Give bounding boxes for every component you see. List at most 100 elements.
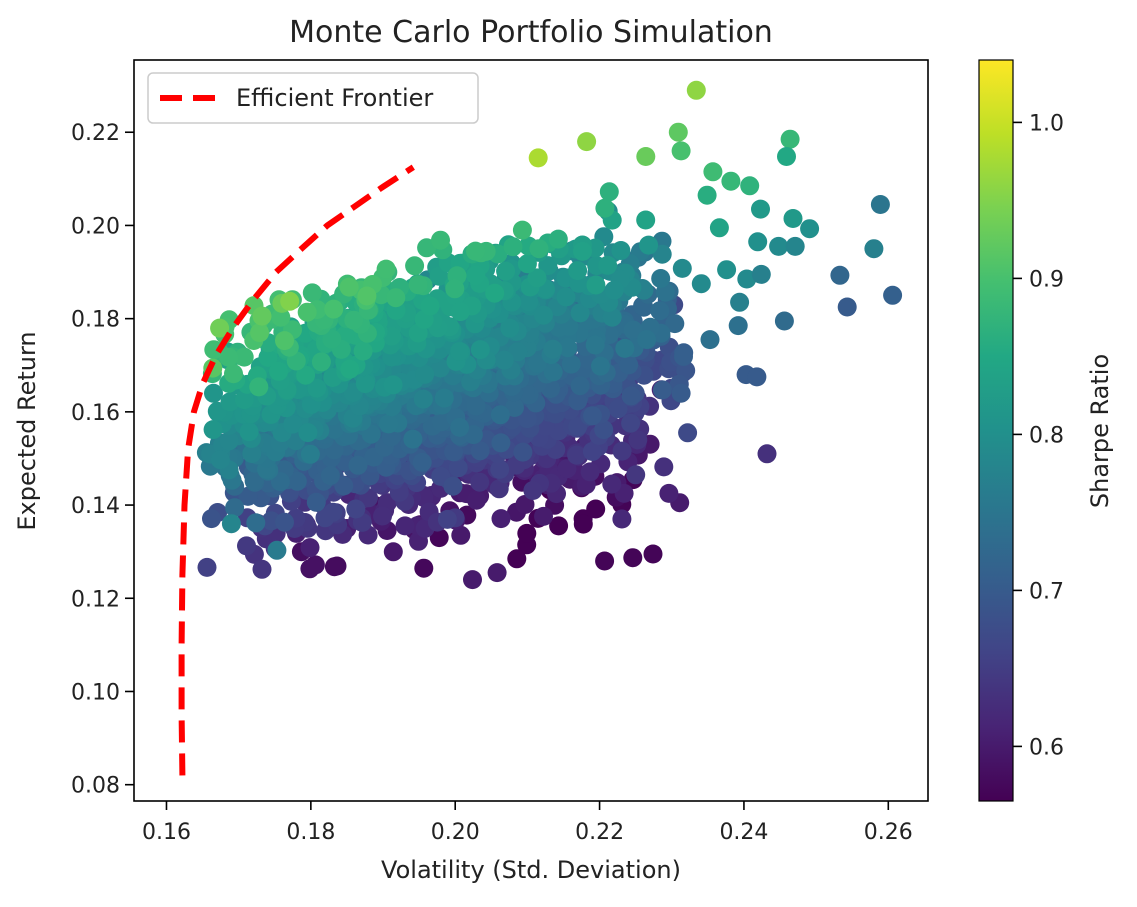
scatter-point xyxy=(444,442,464,462)
scatter-point xyxy=(353,341,373,361)
scatter-point xyxy=(237,536,256,556)
scatter-point xyxy=(467,490,486,510)
scatter-point xyxy=(568,261,588,281)
scatter-point xyxy=(202,509,221,529)
scatter-point xyxy=(238,486,258,506)
scatter-point xyxy=(376,259,396,279)
scatter-point xyxy=(583,406,602,426)
scatter-point xyxy=(751,199,770,219)
scatter-point xyxy=(595,551,615,571)
scatter-point xyxy=(671,383,691,403)
scatter-point xyxy=(324,299,344,319)
scatter-point xyxy=(864,239,884,259)
scatter-point xyxy=(586,275,606,295)
scatter-point xyxy=(517,409,537,429)
scatter-point xyxy=(529,239,549,259)
scatter-point xyxy=(570,376,590,396)
scatter-point xyxy=(386,288,406,308)
scatter-point xyxy=(691,274,711,294)
scatter-point xyxy=(275,512,294,532)
scatter-point xyxy=(652,380,672,400)
scatter-point xyxy=(197,557,217,577)
scatter-point xyxy=(487,563,507,583)
scatter-point xyxy=(300,538,320,558)
y-tick-label: 0.08 xyxy=(71,774,120,799)
scatter-point xyxy=(777,147,796,166)
scatter-point xyxy=(414,558,434,578)
scatter-point xyxy=(517,254,537,274)
scatter-point xyxy=(275,331,294,351)
scatter-point xyxy=(561,354,581,374)
scatter-point xyxy=(543,362,563,382)
scatter-point xyxy=(271,307,291,327)
scatter-point xyxy=(373,506,392,526)
scatter-point xyxy=(306,492,326,512)
scatter-point xyxy=(557,459,577,479)
scatter-point xyxy=(528,148,548,168)
scatter-point xyxy=(800,219,820,239)
scatter-point xyxy=(602,474,622,494)
scatter-point xyxy=(339,277,359,297)
scatter-point xyxy=(567,445,587,465)
scatter-point xyxy=(534,305,553,325)
scatter-point xyxy=(283,414,303,434)
y-tick-label: 0.14 xyxy=(71,494,120,519)
scatter-point xyxy=(355,374,375,394)
scatter-point xyxy=(599,182,619,202)
scatter-point xyxy=(466,241,485,261)
plot-frame xyxy=(133,59,929,802)
scatter-point xyxy=(383,542,403,562)
scatter-point xyxy=(623,320,643,340)
scatter-point xyxy=(298,423,318,443)
scatter-point xyxy=(300,444,320,464)
scatter-point xyxy=(491,433,511,453)
scatter-point xyxy=(500,318,520,338)
scatter-point xyxy=(204,383,223,403)
scatter-point xyxy=(417,238,437,258)
legend: Efficient Frontier xyxy=(147,72,479,124)
scatter-point xyxy=(491,509,511,529)
scatter-point xyxy=(505,398,524,417)
scatter-point xyxy=(573,241,592,261)
scatter-point xyxy=(700,330,720,350)
scatter-point xyxy=(769,236,789,256)
scatter-point xyxy=(348,455,368,475)
scatter-point xyxy=(650,301,670,321)
scatter-point xyxy=(234,390,254,410)
scatter-point xyxy=(748,232,768,252)
scatter-point xyxy=(270,472,290,492)
colorbar-tick-label: 0.7 xyxy=(1029,579,1064,604)
colorbar-label: Sharpe Ratio xyxy=(1086,354,1114,508)
scatter-point xyxy=(780,129,800,149)
scatter-point xyxy=(747,367,767,387)
scatter-point xyxy=(668,122,688,142)
scatter-point xyxy=(220,392,240,412)
scatter-point xyxy=(568,391,588,411)
scatter-point xyxy=(311,352,331,372)
scatter-point xyxy=(623,548,643,568)
scatter-point xyxy=(415,364,435,384)
scatter-point xyxy=(249,377,269,397)
scatter-point xyxy=(672,258,692,278)
scatter-point xyxy=(322,329,342,349)
scatter-point xyxy=(591,356,610,376)
legend-entry-frontier: Efficient Frontier xyxy=(236,84,433,112)
scatter-point xyxy=(296,365,316,385)
scatter-point xyxy=(450,302,470,322)
scatter-point xyxy=(697,185,717,205)
scatter-point xyxy=(757,444,777,464)
scatter-point xyxy=(430,358,450,378)
scatter-point xyxy=(470,340,490,360)
scatter-point xyxy=(538,256,558,276)
scatter-point xyxy=(621,413,641,433)
scatter-point xyxy=(837,297,857,317)
scatter-point xyxy=(450,417,470,437)
scatter-point xyxy=(210,318,230,338)
x-axis-ticks: 0.16 0.18 0.20 0.22 0.24 0.26 xyxy=(142,801,913,845)
scatter-point xyxy=(659,483,679,503)
scatter-point xyxy=(431,230,450,250)
scatter-point xyxy=(709,218,729,238)
scatter-point xyxy=(721,171,741,191)
scatter-point xyxy=(234,347,254,367)
scatter-point xyxy=(269,361,289,381)
